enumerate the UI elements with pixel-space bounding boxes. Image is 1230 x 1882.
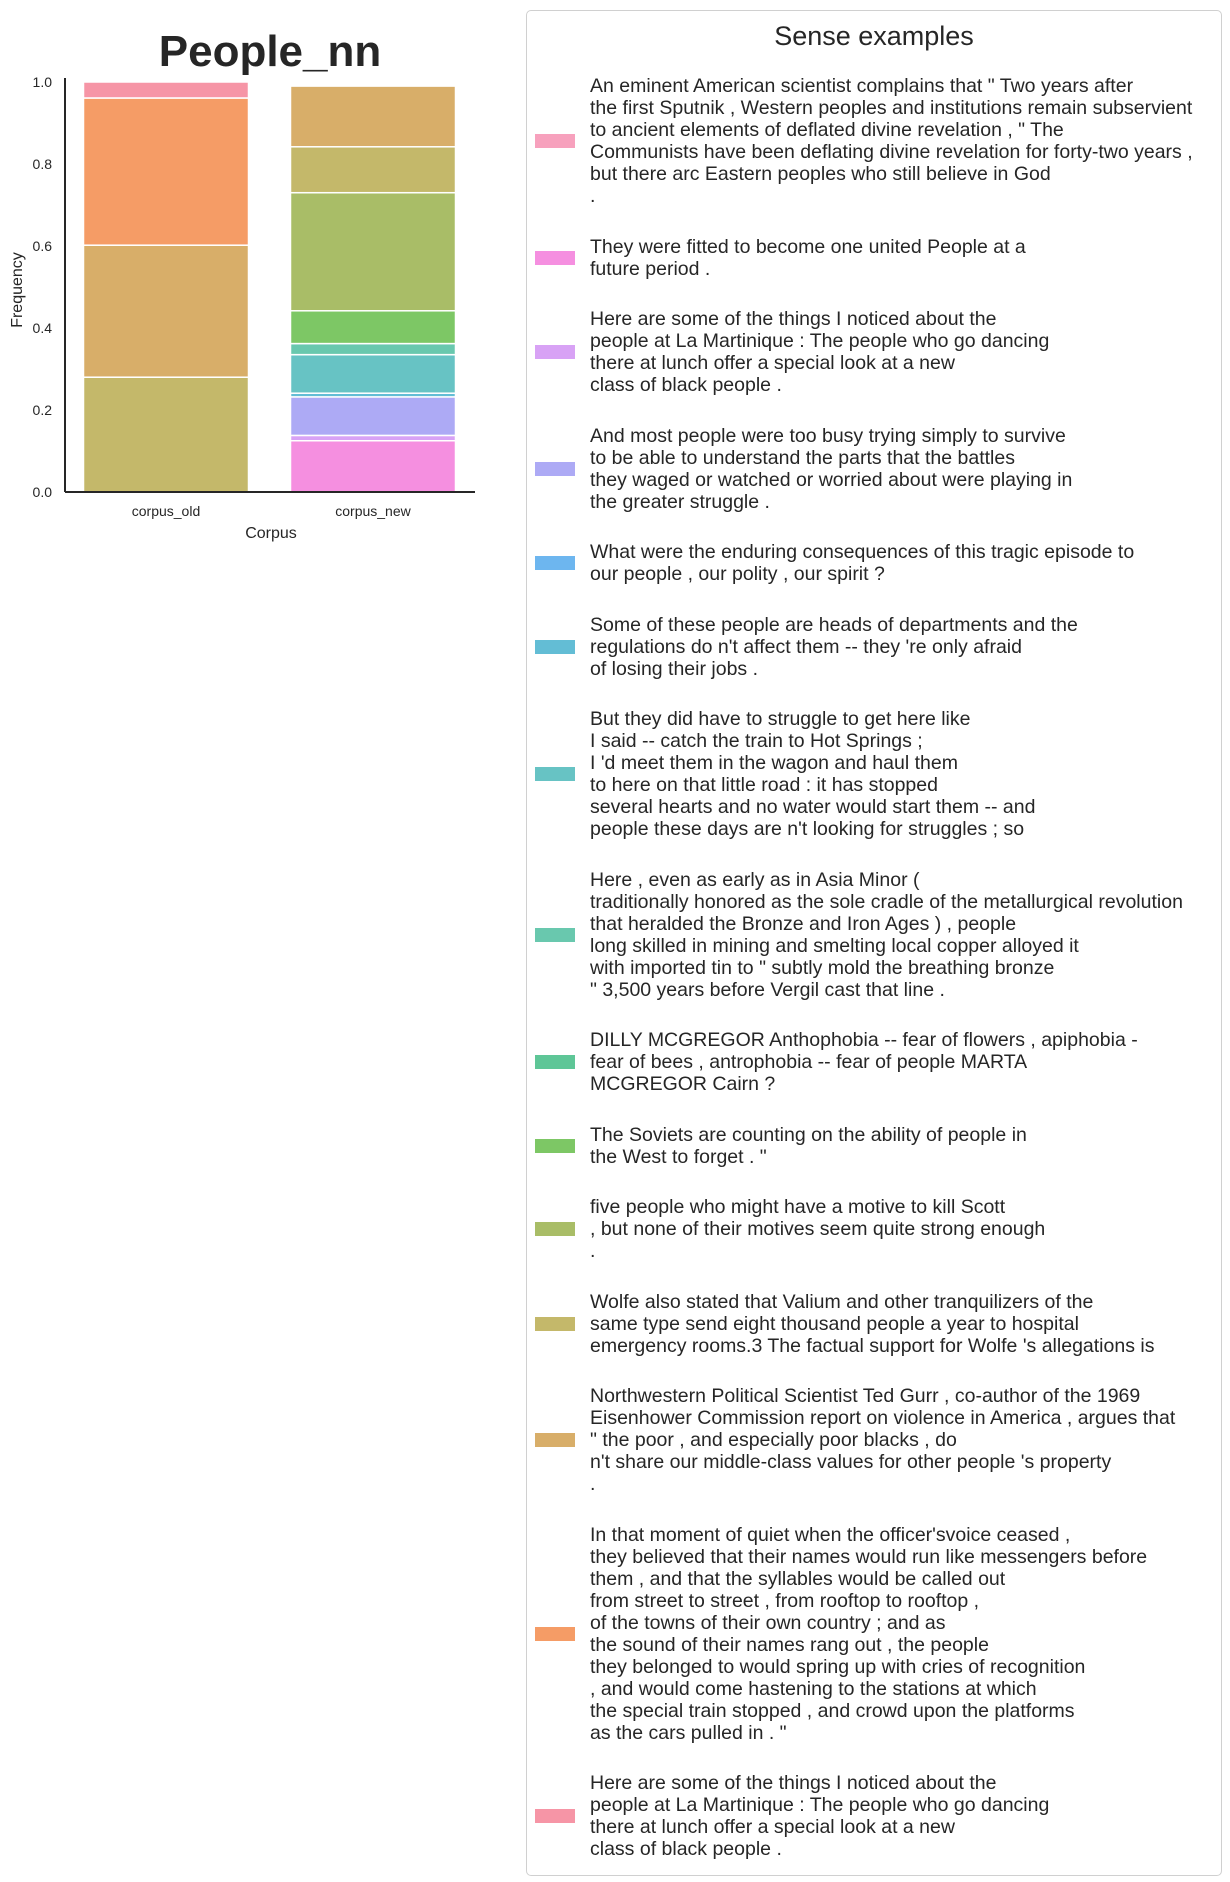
legend-label: Wolfe also stated that Valium and other … xyxy=(590,1290,1155,1357)
legend-swatch xyxy=(535,1433,575,1447)
legend-label: The Soviets are counting on the ability … xyxy=(590,1123,1027,1168)
legend-label: In that moment of quiet when the officer… xyxy=(590,1523,1148,1744)
legend-entry: In that moment of quiet when the officer… xyxy=(527,1524,1221,1744)
legend-swatch xyxy=(535,927,575,942)
legend-swatch xyxy=(535,1055,575,1069)
bar-segment-corpus_new-11 xyxy=(289,146,457,194)
y-tick-label: 0.8 xyxy=(33,156,53,172)
legend-swatch xyxy=(535,250,575,265)
legend-entry: Here are some of the things I noticed ab… xyxy=(527,1772,1221,1860)
legend-entry: Here , even as early as in Asia Minor ( … xyxy=(527,869,1221,1001)
y-tick-label: 0.6 xyxy=(33,238,53,254)
legend-swatch xyxy=(535,767,575,781)
legend-label: But they did have to struggle to get her… xyxy=(590,708,1036,840)
chart-title: People_nn xyxy=(159,27,382,76)
legend-entry: What were the enduring consequences of t… xyxy=(527,541,1221,585)
legend-swatch xyxy=(535,1222,575,1236)
legend-entry: But they did have to struggle to get her… xyxy=(527,708,1221,840)
bar-segment-corpus_old-14 xyxy=(82,81,250,99)
legend-label: What were the enduring consequences of t… xyxy=(590,541,1135,585)
y-axis-label: Frequency xyxy=(9,252,26,328)
bar-segment-corpus_new-12 xyxy=(289,85,457,148)
legend-entry: Some of these people are heads of depart… xyxy=(527,614,1221,680)
legend-entry: DILLY MCGREGOR Anthophobia -- fear of fl… xyxy=(527,1029,1221,1095)
legend-label: Northwestern Political Scientist Ted Gur… xyxy=(590,1385,1176,1495)
legend-entry: Here are some of the things I noticed ab… xyxy=(527,308,1221,396)
legend-label: five people who might have a motive to k… xyxy=(590,1196,1046,1262)
legend-swatch xyxy=(535,556,575,570)
x-axis-label: Corpus xyxy=(245,525,297,542)
y-tick-label: 0.0 xyxy=(33,484,53,500)
bar-segment-corpus_new-10 xyxy=(289,191,457,312)
bar-segment-corpus_new-3 xyxy=(289,396,457,437)
axes: 0.0 0.2 0.4 0.6 0.8 1.0 corpus_old corpus_new xyxy=(33,74,475,519)
legend-label: An eminent American scientist complains … xyxy=(590,75,1193,207)
legend-swatch xyxy=(535,345,575,359)
legend-entry: And most people were too busy trying sim… xyxy=(527,425,1221,513)
bar-segment-corpus_new-9 xyxy=(289,310,457,345)
legend-entry: Wolfe also stated that Valium and other … xyxy=(527,1291,1221,1357)
y-tick-label: 0.2 xyxy=(33,402,53,418)
legend-label: Here are some of the things I noticed ab… xyxy=(590,308,1050,396)
bar-segment-corpus_new-7 xyxy=(289,342,457,356)
legend-swatch xyxy=(535,461,575,476)
y-tick-label: 1.0 xyxy=(33,74,53,90)
legend-swatch xyxy=(535,134,575,148)
bar-segment-corpus_old-12 xyxy=(82,244,250,378)
stacked-bar-chart: People_nn 0.0 0.2 0.4 0.6 0.8 1.0 corpus_old co… xyxy=(9,27,475,542)
legend-swatch xyxy=(535,1138,575,1153)
legend-swatch xyxy=(535,1809,575,1823)
legend-label: DILLY MCGREGOR Anthophobia -- fear of fl… xyxy=(590,1029,1138,1095)
legend-label: They were fitted to become one united Pe… xyxy=(590,235,1026,280)
legend-label: Here are some of the things I noticed ab… xyxy=(590,1772,1050,1860)
legend-label: Here , even as early as in Asia Minor ( … xyxy=(590,868,1183,1001)
x-tick-label: corpus_old xyxy=(132,503,201,519)
bar-segment-corpus_new-1 xyxy=(289,440,457,493)
x-tick-label: corpus_new xyxy=(335,503,411,519)
bar-segment-corpus_new-2 xyxy=(289,434,457,442)
legend-swatch xyxy=(535,1626,575,1641)
legend-entry: Northwestern Political Scientist Ted Gur… xyxy=(527,1385,1221,1495)
legend-entry: five people who might have a motive to k… xyxy=(527,1196,1221,1262)
bar-segment-corpus_old-13 xyxy=(82,97,250,246)
legend-swatch xyxy=(535,1316,575,1331)
bar-segment-corpus_old-11 xyxy=(82,376,250,493)
legend-label: Some of these people are heads of depart… xyxy=(590,613,1078,680)
legend-entry: The Soviets are counting on the ability … xyxy=(527,1124,1221,1168)
y-tick-label: 0.4 xyxy=(33,320,53,336)
legend-entry: They were fitted to become one united Pe… xyxy=(527,236,1221,280)
legend: Sense examples An eminent American scien… xyxy=(526,10,1222,1876)
bar-segment-corpus_new-6 xyxy=(289,353,457,394)
legend-swatch xyxy=(535,639,575,654)
legend-title: Sense examples xyxy=(774,21,974,51)
legend-label: And most people were too busy trying sim… xyxy=(590,424,1073,513)
bar-stacks xyxy=(82,81,457,493)
legend-entry: An eminent American scientist complains … xyxy=(527,75,1221,207)
